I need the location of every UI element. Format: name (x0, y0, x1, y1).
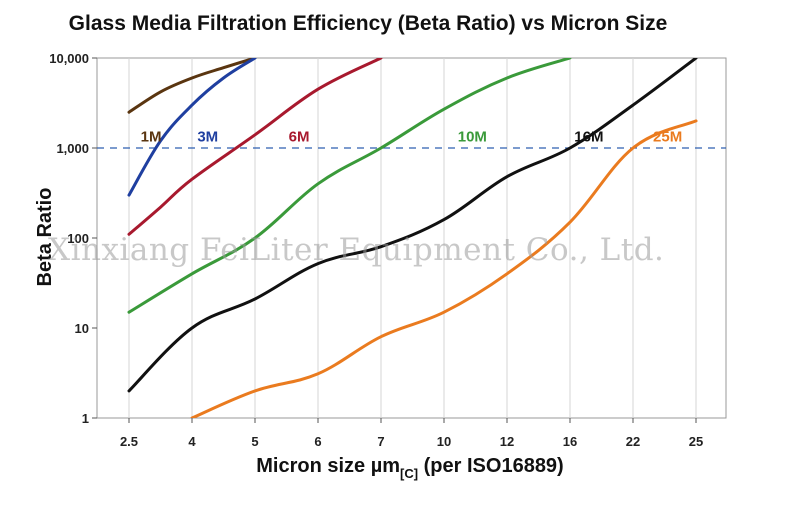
series-line-16m (127, 58, 698, 393)
y-tick-label: 1,000 (56, 141, 89, 156)
x-axis-label-tail: (per ISO16889) (418, 455, 564, 477)
chart-title: Glass Media Filtration Efficiency (Beta … (69, 12, 668, 35)
x-tick-label: 4 (188, 434, 196, 449)
y-axis-label: Beta Ratio (34, 188, 56, 287)
x-tick-label: 16 (563, 434, 577, 449)
x-tick-label: 22 (626, 434, 640, 449)
x-tick-label: 5 (251, 434, 258, 449)
x-tick-label: 12 (500, 434, 514, 449)
x-tick-label: 10 (437, 434, 451, 449)
x-axis-label-main: Micron size µm (256, 455, 400, 477)
x-tick-label: 7 (377, 434, 384, 449)
series-line-6m (127, 58, 383, 236)
x-axis-label: Micron size µm[C] (per ISO16889) (256, 455, 563, 481)
x-tick-label: 25 (689, 434, 703, 449)
watermark-text: Xinxiang FeiLiter Equipment Co., Ltd. (48, 232, 664, 268)
y-tick-label: 10 (75, 321, 89, 336)
series-label-25m: 25M (653, 128, 682, 145)
series-line-3m (127, 58, 257, 197)
x-axis-label-subscript: [C] (400, 466, 418, 481)
x-tick-label: 2.5 (120, 434, 138, 449)
plot-area: 1 10 100 1,000 10,000 2.5 4 5 6 7 10 12 16 22 25 1M 3M 6M… (49, 51, 727, 449)
y-tick-label: 10,000 (49, 51, 89, 66)
y-tick-label: 1 (82, 411, 89, 426)
x-tick-label: 6 (314, 434, 321, 449)
series-label-16m: 16M (574, 128, 603, 145)
series-label-6m: 6M (289, 128, 310, 145)
series-label-3m: 3M (197, 128, 218, 145)
series-label-1m: 1M (141, 128, 162, 145)
series-line-10m (127, 58, 572, 314)
series-label-10m: 10M (458, 128, 487, 145)
series-line-1m (127, 58, 257, 114)
series-line-25m (190, 119, 698, 418)
y-tick-label: 100 (67, 231, 89, 246)
